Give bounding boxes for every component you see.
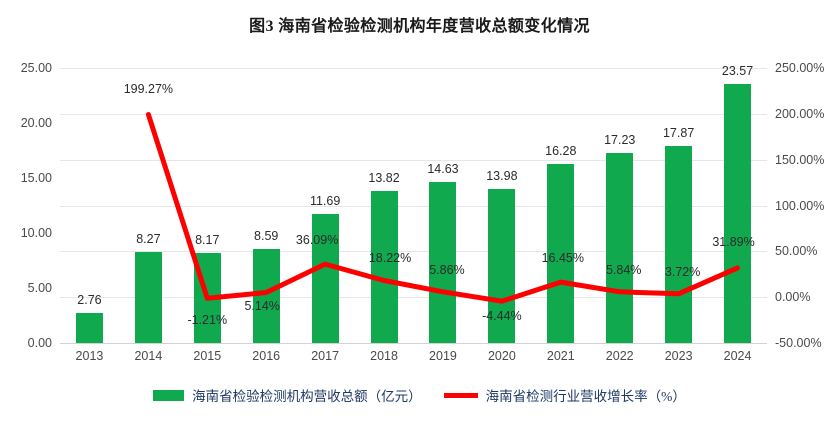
right-axis-tick-label: 50.00%	[775, 244, 818, 259]
bar-value-label: 23.57	[721, 63, 754, 78]
left-axis-tick-label: 25.00	[20, 61, 52, 75]
x-axis-tick-label: 2013	[75, 349, 104, 363]
bar-value-label: 16.28	[545, 143, 577, 158]
right-axis-tick-label: 250.00%	[775, 61, 825, 75]
bar-value-label: 8.27	[136, 232, 161, 247]
gridline	[60, 251, 767, 253]
left-axis-tick-label: 10.00	[20, 226, 52, 240]
bar-value-label: 17.23	[604, 133, 636, 148]
bar[interactable]	[724, 83, 752, 343]
growth-rate-value-label: 36.09%	[295, 233, 339, 248]
gridline	[60, 297, 767, 299]
x-axis-tick-label: 2016	[252, 349, 281, 363]
bar-value-label: 13.82	[368, 170, 400, 185]
right-axis-tick-label: 0.00%	[775, 290, 811, 305]
x-axis-tick-label: 2017	[311, 349, 340, 363]
legend-item-growth-rate[interactable]: 海南省检测行业营收增长率（%）	[443, 385, 686, 405]
x-axis-tick-label: 2015	[193, 349, 222, 363]
growth-rate-value-label: 31.89%	[712, 234, 755, 249]
chart-legend: 海南省检验检测机构营收总额（亿元） 海南省检测行业营收增长率（%）	[0, 385, 839, 405]
gridline	[60, 343, 767, 344]
growth-rate-polyline	[145, 112, 740, 304]
legend-label-growth-rate: 海南省检测行业营收增长率（%）	[485, 389, 686, 404]
x-axis-tick-label: 2020	[487, 349, 516, 363]
growth-rate-value-label: -1.21%	[187, 313, 228, 328]
right-axis-tick-label: 150.00%	[775, 152, 825, 167]
left-axis-tick-label: 5.00	[27, 281, 52, 295]
growth-rate-value-label: 3.72%	[664, 264, 701, 279]
x-axis-tick-label: 2018	[370, 349, 398, 363]
bar[interactable]	[665, 146, 693, 343]
bar-value-label: 14.63	[427, 162, 459, 177]
gridline	[60, 113, 767, 115]
gridline	[60, 68, 767, 69]
plot-area	[60, 68, 767, 344]
x-axis-tick-label: 2024	[723, 349, 752, 363]
growth-rate-line-series	[145, 112, 740, 304]
x-axis-tick-label: 2022	[605, 349, 634, 363]
left-axis-tick-label: 0.00	[27, 336, 52, 350]
bar-value-label: 8.17	[195, 233, 220, 248]
bar-value-label: 2.76	[77, 292, 102, 307]
bar-value-label: 8.59	[254, 228, 279, 243]
gridline	[60, 205, 767, 207]
legend-line-swatch-icon	[443, 392, 478, 398]
bar[interactable]	[75, 312, 103, 343]
x-axis-tick-label: 2023	[664, 349, 693, 363]
x-axis-tick-label: 2014	[134, 349, 163, 363]
growth-rate-value-label: 199.27%	[123, 81, 174, 96]
gridline	[60, 159, 767, 161]
chart-title: 图3 海南省检验检测机构年度营收总额变化情况	[249, 18, 590, 35]
growth-rate-value-label: 18.22%	[368, 251, 412, 266]
bar-value-label: 13.98	[486, 169, 518, 184]
left-axis-tick-label: 20.00	[20, 116, 52, 130]
legend-bar-swatch-icon	[153, 389, 185, 401]
bar[interactable]	[370, 190, 398, 343]
left-axis-tick-label: 15.00	[20, 171, 52, 185]
growth-rate-value-label: 5.14%	[244, 299, 280, 314]
bar[interactable]	[429, 182, 457, 343]
bar[interactable]	[488, 189, 516, 343]
growth-rate-value-label: 16.45%	[541, 251, 584, 266]
x-axis-tick-label: 2021	[546, 349, 575, 363]
bar[interactable]	[311, 214, 339, 343]
bar-value-label: 11.69	[309, 194, 341, 209]
bar[interactable]	[547, 163, 575, 343]
x-axis-tick-label: 2019	[429, 349, 457, 363]
growth-rate-value-label: 5.84%	[605, 262, 642, 277]
bar[interactable]	[134, 252, 162, 343]
right-axis-tick-label: 100.00%	[775, 198, 825, 213]
bar[interactable]	[606, 153, 634, 343]
right-axis-tick-label: 200.00%	[775, 106, 825, 121]
right-axis-tick-label: -50.00%	[775, 336, 822, 350]
legend-label-revenue: 海南省检验检测机构营收总额（亿元）	[192, 389, 422, 404]
legend-item-revenue[interactable]: 海南省检验检测机构营收总额（亿元）	[153, 385, 422, 405]
growth-rate-value-label: 5.86%	[429, 262, 465, 277]
bar-value-label: 17.87	[662, 126, 695, 141]
growth-rate-value-label: -4.44%	[482, 309, 522, 324]
